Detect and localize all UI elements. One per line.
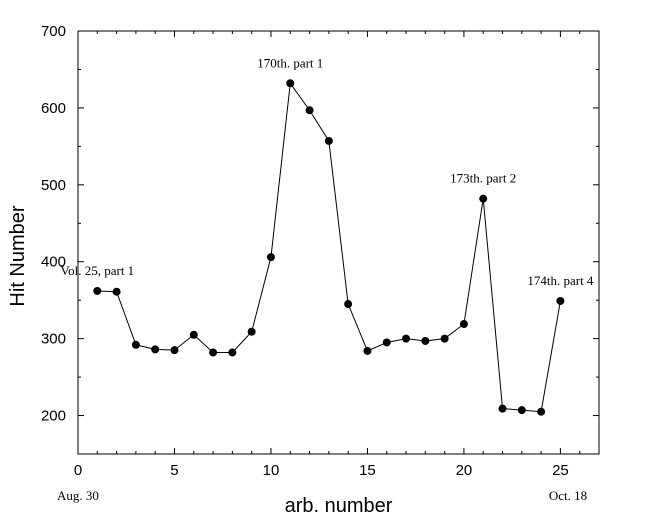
y-axis-title: Hit Number (7, 205, 29, 306)
data-point (170, 346, 179, 355)
data-annotation: Vol. 25, part 1 (60, 263, 134, 278)
x-tick-label: 0 (74, 462, 82, 479)
data-point (209, 348, 218, 357)
data-point (324, 136, 333, 145)
series-line (97, 81, 561, 413)
data-point (131, 340, 140, 349)
x-tick-label: 15 (359, 462, 376, 479)
y-tick-label: 700 (41, 23, 66, 40)
y-tick-label: 400 (41, 254, 66, 271)
x-tick-label: 20 (456, 462, 473, 479)
data-point (479, 194, 488, 203)
data-point (286, 79, 295, 88)
x-start-date-label: Aug. 30 (57, 488, 99, 503)
data-point (402, 334, 411, 343)
data-point (112, 287, 121, 296)
data-point (363, 346, 372, 355)
series-points (93, 79, 565, 416)
data-point (498, 404, 507, 413)
data-point (556, 296, 565, 305)
data-point (537, 407, 546, 416)
data-point (517, 406, 526, 415)
axis-ticks (77, 30, 600, 455)
data-annotation: 174th. part 4 (527, 273, 594, 288)
data-point (247, 327, 256, 336)
y-tick-label: 300 (41, 331, 66, 348)
data-point (421, 336, 430, 345)
data-point (189, 330, 198, 339)
data-point (382, 338, 391, 347)
data-point (344, 300, 353, 309)
data-point (459, 320, 468, 329)
data-annotation: 170th. part 1 (257, 55, 323, 70)
x-tick-label: 5 (170, 462, 178, 479)
y-tick-label: 200 (41, 408, 66, 425)
plot-frame (77, 30, 600, 455)
data-point (440, 334, 449, 343)
y-tick-label: 600 (41, 100, 66, 117)
axis-tick-labels: 0 5 10 15 20 25 200 300 400 500 600 700 (41, 23, 569, 479)
x-axis-title: arb. number (285, 495, 393, 517)
y-tick-label: 500 (41, 177, 66, 194)
x-tick-label: 25 (552, 462, 569, 479)
x-tick-label: 10 (263, 462, 280, 479)
data-point (266, 253, 275, 262)
data-point (228, 348, 237, 357)
data-point (93, 286, 102, 295)
annotations: Vol. 25, part 1 170th. part 1 173th. part … (60, 55, 594, 288)
data-point (305, 106, 314, 115)
data-annotation: 173th. part 2 (450, 171, 516, 186)
data-point (151, 345, 160, 354)
x-end-date-label: Oct. 18 (549, 488, 587, 503)
